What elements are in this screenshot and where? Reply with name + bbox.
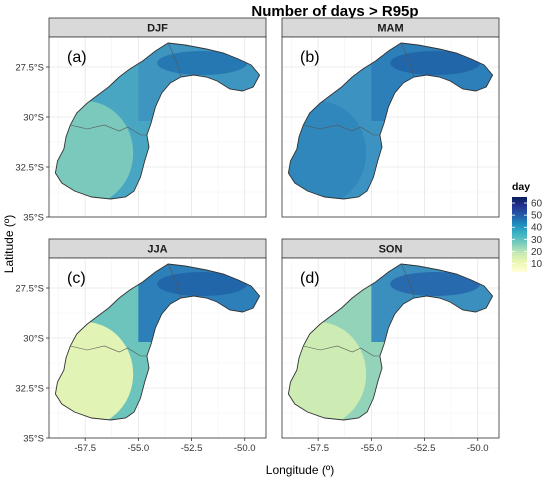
state-outline — [287, 42, 494, 200]
y-tick-label: 30°S — [23, 334, 44, 345]
region-boundary — [127, 126, 147, 136]
facet-panel-son: SON (d) -57.5 -55.0 -52.5 -50.0 — [281, 238, 500, 454]
panel-tag: (d) — [300, 270, 320, 287]
legend-title: day — [512, 181, 530, 193]
facet-strip-label: JJA — [147, 244, 167, 256]
legend-colorbar — [512, 197, 527, 272]
facet-strip-label: MAM — [377, 23, 403, 35]
map-fill-accent — [157, 51, 248, 75]
y-tick-label: 27.5°S — [15, 284, 44, 295]
facet-panel-mam: MAM (b) — [281, 17, 500, 218]
panel-tag: (b) — [300, 49, 320, 66]
region-boundary — [167, 263, 182, 299]
x-tick-label: -57.5 — [74, 443, 96, 454]
y-tick-label: 27.5°S — [15, 63, 44, 74]
x-tick-label: -52.5 — [181, 443, 203, 454]
figure-title: Number of days > R95p — [251, 3, 418, 20]
x-tick-label: -55.0 — [361, 443, 383, 454]
facet-strip-label: SON — [379, 244, 403, 256]
facet-panels: DJF (a) 27.5°S 30°S 32.5°S 35°S MAM (b) JJA (c) 27… — [15, 17, 500, 454]
state-outline — [54, 42, 261, 200]
facet-panel-djf: DJF (a) 27.5°S 30°S 32.5°S 35°S — [15, 17, 267, 224]
y-tick-label: 35°S — [23, 213, 44, 224]
legend-tick-label: 40 — [531, 223, 543, 234]
panel-border — [48, 36, 267, 218]
region-boundary — [70, 124, 128, 132]
x-tick-label: -50.0 — [467, 443, 489, 454]
facet-panel-jja: JJA (c) 27.5°S 30°S 32.5°S 35°S -57.5 -55.0 -52.… — [15, 238, 267, 454]
panel-border — [48, 257, 267, 439]
region-boundary — [303, 124, 361, 132]
legend-tick-label: 20 — [531, 247, 543, 258]
y-tick-label: 32.5°S — [15, 384, 44, 395]
legend-tick-label: 30 — [531, 235, 543, 246]
region-boundary — [303, 345, 361, 353]
region-boundary — [70, 345, 128, 353]
region-boundary — [360, 126, 380, 136]
y-axis-label: Latitude (º) — [2, 215, 16, 273]
panel-border — [281, 36, 500, 218]
region-boundary — [400, 42, 415, 78]
region-boundary — [167, 42, 182, 78]
facet-strip-label: DJF — [147, 23, 168, 35]
x-tick-label: -50.0 — [234, 443, 256, 454]
panel-border — [281, 257, 500, 439]
region-boundary — [127, 347, 147, 357]
map-fill-accent — [390, 272, 481, 296]
y-tick-label: 35°S — [23, 434, 44, 445]
y-tick-label: 30°S — [23, 113, 44, 124]
panel-tag: (c) — [67, 270, 86, 287]
legend-tick-label: 10 — [531, 259, 543, 270]
legend-tick-label: 60 — [531, 199, 543, 210]
x-axis-label: Longitude (º) — [266, 463, 334, 477]
state-outline — [287, 263, 494, 421]
map-fill-accent — [157, 272, 248, 296]
x-tick-label: -52.5 — [414, 443, 436, 454]
panel-tag: (a) — [67, 49, 87, 66]
region-boundary — [360, 347, 380, 357]
y-tick-label: 32.5°S — [15, 163, 44, 174]
map-fill-accent — [390, 51, 481, 75]
state-outline — [54, 263, 261, 421]
x-tick-label: -57.5 — [307, 443, 329, 454]
legend-tick-label: 50 — [531, 211, 543, 222]
region-boundary — [400, 263, 415, 299]
x-tick-label: -55.0 — [128, 443, 150, 454]
